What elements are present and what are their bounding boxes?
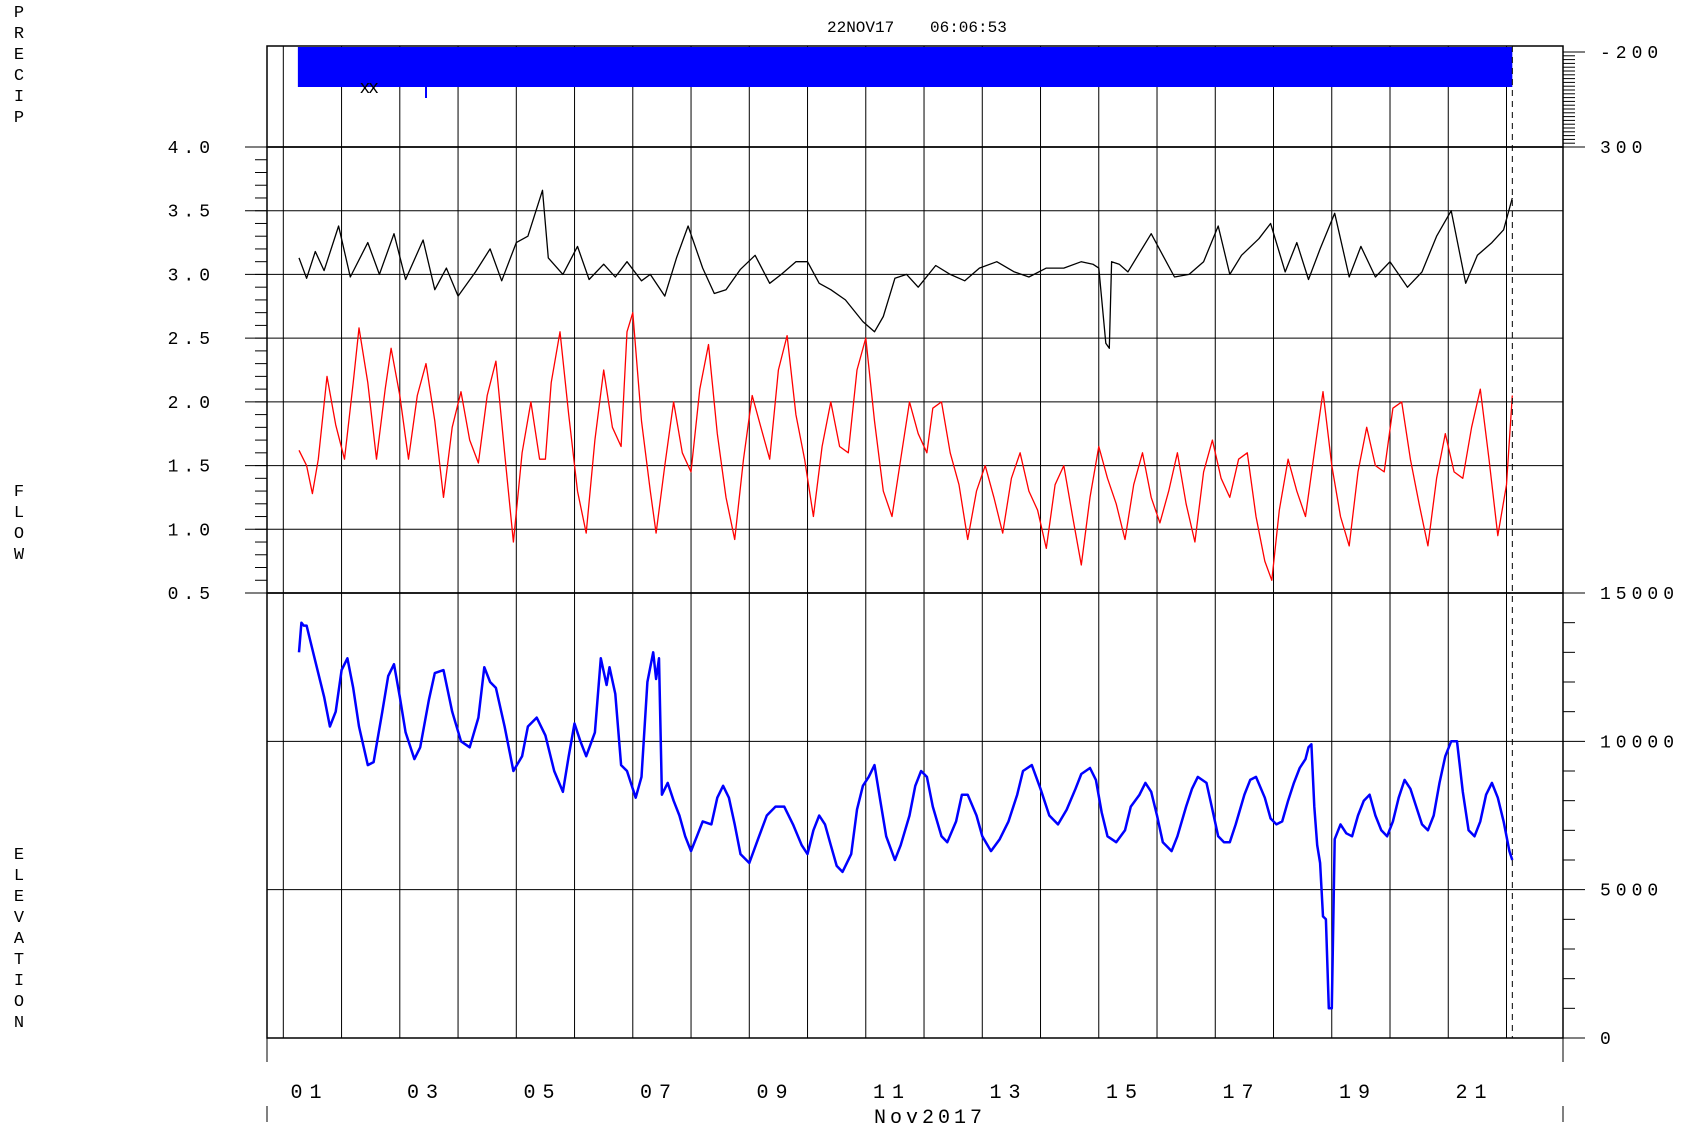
elevation-axis: 15000 10000 5000 0 (1563, 585, 1679, 1050)
flow-label-letter: O (14, 525, 24, 544)
elevation-label-letter: N (14, 1014, 24, 1033)
x-axis: 01 03 05 07 09 11 13 15 17 19 21 (266, 1038, 1564, 1122)
panel-frames (266, 45, 1564, 1039)
elevation-label-letter: A (14, 930, 25, 949)
x-tick-label: 21 (1455, 1082, 1493, 1105)
x-axis-title: Nov2017 (874, 1107, 986, 1130)
header-time: 06:06:53 (930, 19, 1007, 37)
precip-axis: -200 300 (1563, 44, 1663, 159)
elevation-label-letter: O (14, 993, 24, 1012)
header-date: 22NOV17 (827, 19, 894, 37)
elevation-series-line (297, 621, 1514, 1010)
flow-tick-label: 2.0 (168, 394, 215, 414)
elevation-frame (266, 592, 1564, 1039)
precip-tick-label: -200 (1600, 44, 1663, 64)
precip-marker: x (368, 79, 379, 99)
x-tick-label: 01 (291, 1082, 329, 1105)
flow-tick-label: 2.5 (168, 330, 215, 350)
flow-tick-label: 1.0 (168, 521, 215, 541)
stage-series-line (298, 189, 1513, 349)
x-tick-label: 17 (1222, 1082, 1260, 1105)
flow-tick-label: 3.5 (168, 203, 215, 223)
precip-label-letter: R (14, 25, 24, 44)
flow-tick-label: 0.5 (168, 585, 215, 605)
x-tick-label: 07 (640, 1082, 678, 1105)
elevation-label-letter: V (14, 909, 25, 928)
elevation-tick-label: 10000 (1600, 733, 1679, 753)
elevation-label-letter: L (14, 867, 24, 886)
x-tick-label: 19 (1339, 1082, 1377, 1105)
precip-bar (297, 47, 1513, 87)
flow-tick-label: 1.5 (168, 458, 215, 478)
precip-label-letter: P (14, 109, 24, 128)
elevation-label-letter: E (14, 888, 24, 907)
minor-ticks (255, 159, 267, 594)
flow-label-letter: W (14, 546, 25, 565)
flow-tick-label: 4.0 (168, 139, 215, 159)
x-tick-label: 11 (873, 1082, 911, 1105)
flow-tick-label: 3.0 (168, 266, 215, 286)
x-tick-label: 09 (756, 1082, 794, 1105)
flow-frame (266, 146, 1564, 594)
elevation-label-letter: T (14, 951, 24, 970)
flow-grid (267, 146, 1563, 594)
precip-panel: x x (297, 47, 1513, 99)
flow-label-letter: F (14, 483, 24, 502)
flow-label-letter: L (14, 504, 24, 523)
x-tick-label: 03 (407, 1082, 445, 1105)
precip-label-letter: C (14, 67, 24, 86)
flow-axis: 4.0 3.5 3.0 2.5 2.0 1.5 1.0 0.5 (168, 139, 267, 605)
elevation-tick-label: 5000 (1600, 882, 1663, 902)
flow-series-line (298, 312, 1513, 581)
precip-label-letter: I (14, 88, 24, 107)
precip-marker: x (359, 79, 370, 99)
elevation-label-letter: I (14, 972, 24, 991)
elevation-tick-label: 0 (1600, 1030, 1616, 1050)
elevation-label-letter: E (14, 846, 24, 865)
elevation-tick-label: 15000 (1600, 585, 1679, 605)
precip-label-letter: P (14, 4, 24, 23)
x-tick-label: 13 (989, 1082, 1027, 1105)
x-tick-label: 05 (524, 1082, 562, 1105)
series-lines (297, 189, 1514, 1010)
x-tick-label: 15 (1106, 1082, 1144, 1105)
precip-label-letter: E (14, 46, 24, 65)
elevation-grid (267, 740, 1563, 891)
vertical-grid (282, 46, 1508, 1038)
precip-tick-label: 300 (1600, 139, 1647, 159)
